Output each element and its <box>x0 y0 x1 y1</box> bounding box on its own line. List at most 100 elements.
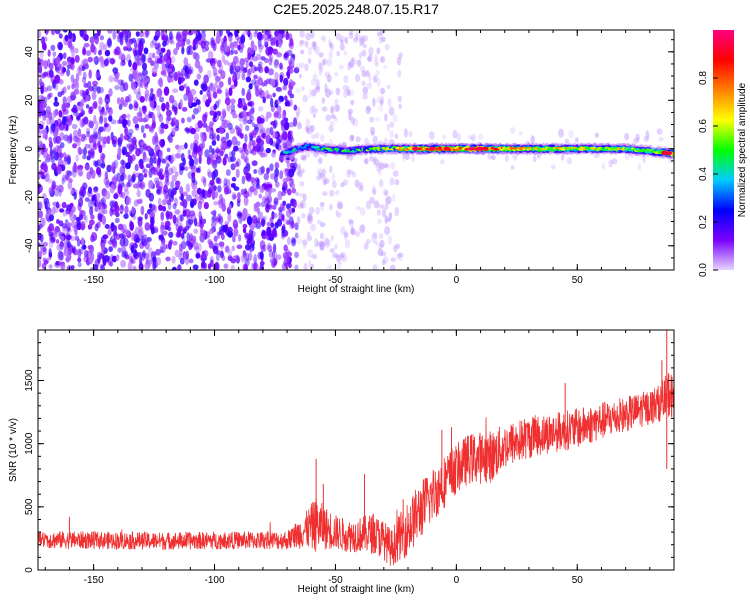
noise-blob <box>186 38 191 45</box>
noise-blob <box>285 209 292 218</box>
noise-blob <box>637 162 642 171</box>
noise-blob <box>388 212 393 219</box>
noise-blob <box>84 197 90 202</box>
noise-blob <box>161 158 167 164</box>
noise-blob <box>101 153 106 159</box>
noise-blob <box>119 133 124 143</box>
noise-blob <box>636 136 641 143</box>
noise-blob <box>510 165 515 171</box>
noise-blob <box>670 130 674 137</box>
colorbar-tick-label: 0.6 <box>698 119 709 133</box>
noise-blob <box>477 133 484 141</box>
noise-blob <box>58 42 63 51</box>
noise-blob <box>217 185 222 193</box>
noise-blob <box>183 65 187 71</box>
noise-blob <box>152 120 156 128</box>
noise-blob <box>196 222 202 228</box>
noise-blob <box>250 64 257 74</box>
noise-blob <box>63 156 68 162</box>
noise-blob <box>324 178 330 184</box>
noise-blob <box>149 92 154 102</box>
noise-blob <box>267 34 273 42</box>
noise-blob <box>440 159 445 165</box>
noise-blob <box>70 235 76 242</box>
noise-blob <box>98 105 102 113</box>
noise-blob <box>166 162 170 168</box>
noise-blob <box>110 221 115 228</box>
noise-blob <box>364 69 370 75</box>
noise-blob <box>142 132 147 139</box>
noise-blob <box>188 44 193 51</box>
noise-blob <box>346 168 352 178</box>
noise-blob <box>321 35 326 43</box>
noise-blob <box>349 59 355 69</box>
noise-blob <box>132 183 139 189</box>
noise-blob <box>358 52 363 59</box>
noise-blob <box>296 216 301 225</box>
noise-blob <box>133 49 138 57</box>
noise-blob <box>396 56 402 66</box>
noise-blob <box>206 168 211 176</box>
noise-blob <box>384 113 388 122</box>
noise-blob <box>137 251 142 258</box>
noise-blob <box>132 265 137 270</box>
noise-blob <box>202 122 208 129</box>
noise-blob <box>372 188 377 196</box>
noise-blob <box>330 105 335 115</box>
colorbar-ticks: 0.00.20.40.60.8 <box>698 71 718 277</box>
noise-blob <box>174 209 181 215</box>
noise-blob <box>96 86 101 94</box>
noise-blob <box>52 51 57 58</box>
noise-blob <box>303 263 308 270</box>
noise-blob <box>182 228 187 234</box>
noise-blob <box>158 149 163 160</box>
noise-blob <box>211 148 215 155</box>
noise-blob <box>348 218 354 224</box>
noise-blob <box>349 134 354 142</box>
noise-blob <box>178 225 184 232</box>
noise-blob <box>143 168 148 174</box>
noise-blob <box>87 245 94 250</box>
noise-blob <box>133 249 138 258</box>
noise-blob <box>199 90 203 95</box>
noise-blob <box>244 30 250 35</box>
noise-blob <box>381 208 387 218</box>
noise-blob <box>101 141 106 148</box>
noise-blob <box>108 88 113 97</box>
noise-blob <box>184 127 190 132</box>
noise-blob <box>376 160 382 169</box>
noise-blob <box>530 135 535 145</box>
noise-blob <box>231 245 235 252</box>
noise-blob <box>283 244 288 252</box>
noise-blob <box>116 172 122 182</box>
noise-blob <box>216 134 220 142</box>
noise-blob <box>274 30 279 37</box>
noise-blob <box>56 145 62 156</box>
noise-blob <box>144 93 148 102</box>
noise-blob <box>162 244 168 250</box>
noise-blob <box>227 255 233 261</box>
noise-blob <box>280 119 285 126</box>
noise-blob <box>298 39 304 47</box>
noise-blob <box>77 257 82 263</box>
noise-blob <box>270 78 276 87</box>
noise-blob <box>142 31 146 38</box>
noise-blob <box>264 66 269 74</box>
noise-blob <box>262 230 266 236</box>
noise-blob <box>268 68 274 76</box>
noise-blob <box>383 162 389 168</box>
spectrogram-xtick-label: 50 <box>572 275 584 286</box>
noise-blob <box>281 186 286 192</box>
noise-blob <box>107 227 112 236</box>
noise-blob <box>38 210 44 219</box>
noise-blob <box>294 232 299 239</box>
noise-blob <box>283 254 290 264</box>
noise-blob <box>120 53 126 61</box>
noise-blob <box>168 231 174 238</box>
noise-blob <box>69 212 75 222</box>
noise-blob <box>362 43 367 49</box>
noise-blob <box>112 30 117 40</box>
noise-blob <box>344 36 349 45</box>
noise-blob <box>212 67 218 76</box>
noise-blob <box>322 175 328 186</box>
